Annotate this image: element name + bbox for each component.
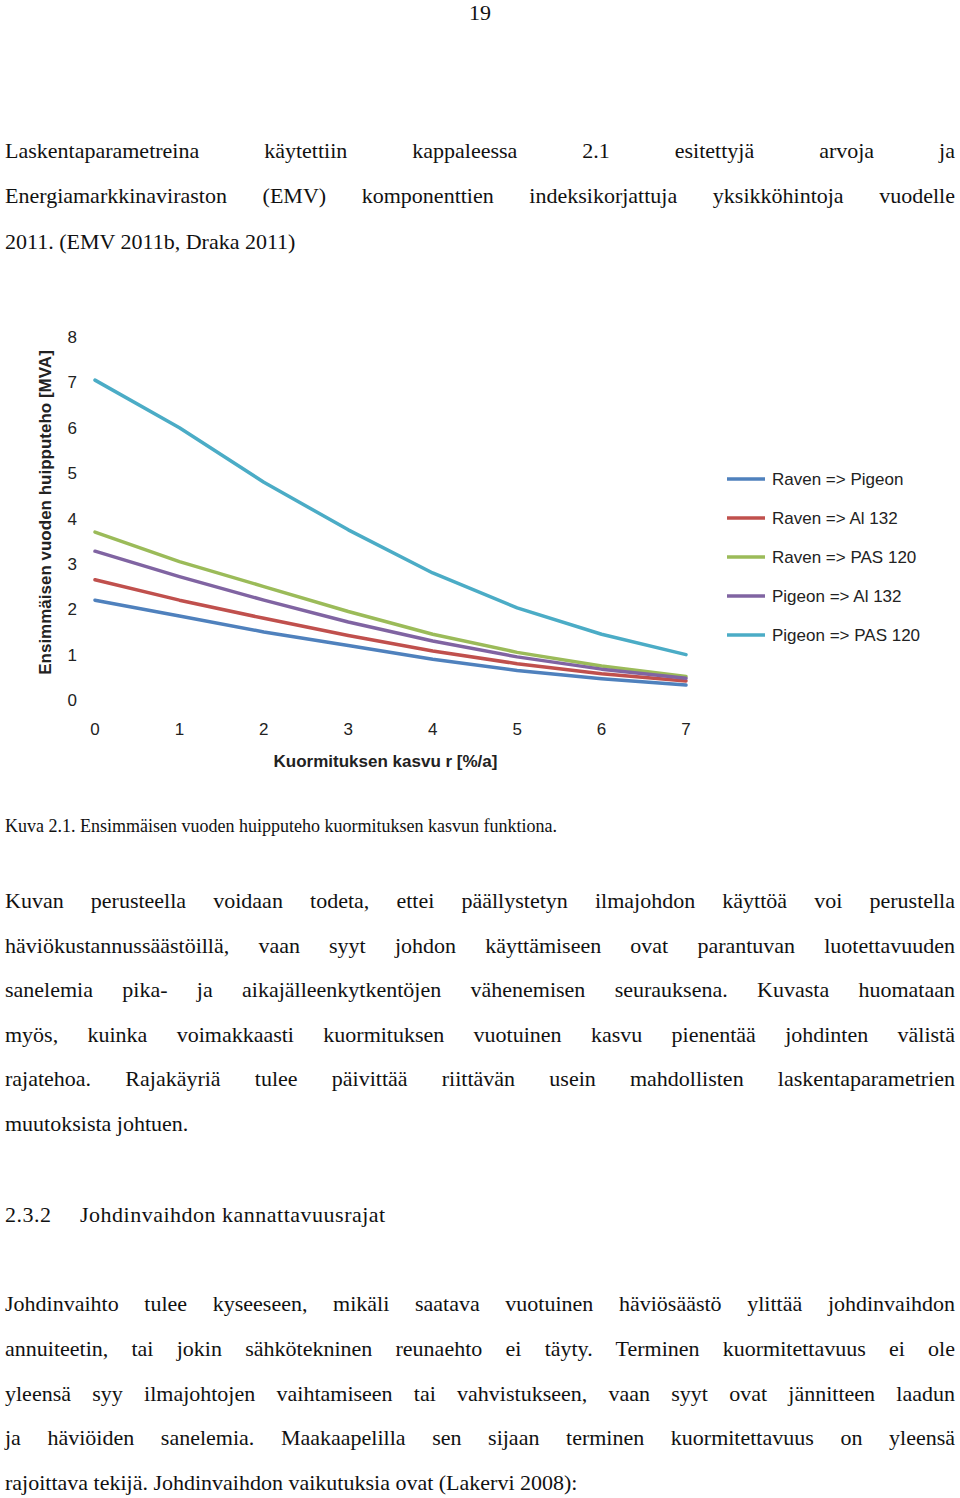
- legend-swatch: [727, 516, 765, 520]
- y-tick-label: 2: [68, 600, 77, 619]
- paragraph-line: muutoksista johtuen.: [5, 1111, 955, 1137]
- y-tick-label: 1: [68, 646, 77, 665]
- chart: 0 1 2 3 4 5 6 7 8 0 1 2 3 4 5 6 7 Kuormituksen kasvu r [%…: [0, 0, 960, 800]
- x-tick-label: 0: [90, 720, 99, 739]
- paragraph-line: Kuvan perusteella voidaan todeta, ettei …: [5, 888, 955, 914]
- x-tick-label: 7: [681, 720, 690, 739]
- paragraph-line: myös, kuinka voimakkaasti kuormituksen v…: [5, 1022, 955, 1048]
- plot-lines: [95, 380, 686, 685]
- legend-swatch: [727, 555, 765, 559]
- paragraph-line: häviökustannussäästöillä, vaan syyt johd…: [5, 933, 955, 959]
- legend-label: Raven => PAS 120: [772, 548, 916, 567]
- x-tick-label: 6: [597, 720, 606, 739]
- x-tick-label: 1: [175, 720, 184, 739]
- section-title: Johdinvaihdon kannattavuusrajat: [80, 1202, 386, 1228]
- y-tick-label: 6: [68, 419, 77, 438]
- legend-label: Pigeon => Al 132: [772, 587, 902, 606]
- paragraph-line: 2011. (EMV 2011b, Draka 2011): [5, 229, 955, 255]
- x-axis-label: Kuormituksen kasvu r [%/a]: [274, 752, 498, 771]
- paragraph-line: yleensä syy ilmajohtojen vaihtamiseen ta…: [5, 1381, 955, 1407]
- y-tick-label: 8: [68, 328, 77, 347]
- x-tick-label: 4: [428, 720, 437, 739]
- series-line: [95, 551, 686, 678]
- legend-label: Raven => Al 132: [772, 509, 898, 528]
- paragraph-line: annuiteetin, tai jokin sähkötekninen reu…: [5, 1336, 955, 1362]
- paragraph-line: Laskentaparametreina käytettiin kappalee…: [5, 138, 955, 164]
- y-tick-label: 3: [68, 555, 77, 574]
- y-tick-label: 0: [68, 691, 77, 710]
- legend-label: Raven => Pigeon: [772, 470, 903, 489]
- page-number: 19: [0, 0, 960, 26]
- y-tick-label: 4: [68, 510, 77, 529]
- y-tick-label: 5: [68, 464, 77, 483]
- x-tick-label: 3: [344, 720, 353, 739]
- legend-swatch: [727, 477, 765, 481]
- y-axis-label: Ensimmäisen vuoden huipputeho [MVA]: [36, 350, 55, 675]
- section-number: 2.3.2: [5, 1202, 52, 1228]
- paragraph-line: sanelemia pika- ja aikajälleenkytkentöje…: [5, 977, 955, 1003]
- paragraph-line: Johdinvaihto tulee kyseeseen, mikäli saa…: [5, 1291, 955, 1317]
- paragraph-line: Energiamarkkinaviraston (EMV) komponentt…: [5, 183, 955, 209]
- legend-swatch: [727, 633, 765, 637]
- x-tick-label: 2: [259, 720, 268, 739]
- y-tick-label: 7: [68, 373, 77, 392]
- paragraph-line: rajoittava tekijä. Johdinvaihdon vaikutu…: [5, 1470, 955, 1496]
- figure-caption: Kuva 2.1. Ensimmäisen vuoden huipputeho …: [5, 816, 557, 837]
- series-line: [95, 380, 686, 655]
- paragraph-line: ja häviöiden sanelemia. Maakaapelilla se…: [5, 1425, 955, 1451]
- legend-swatch: [727, 594, 765, 598]
- legend-label: Pigeon => PAS 120: [772, 626, 920, 645]
- paragraph-line: rajatehoa. Rajakäyriä tulee päivittää ri…: [5, 1066, 955, 1092]
- series-line: [95, 532, 686, 676]
- x-tick-label: 5: [512, 720, 521, 739]
